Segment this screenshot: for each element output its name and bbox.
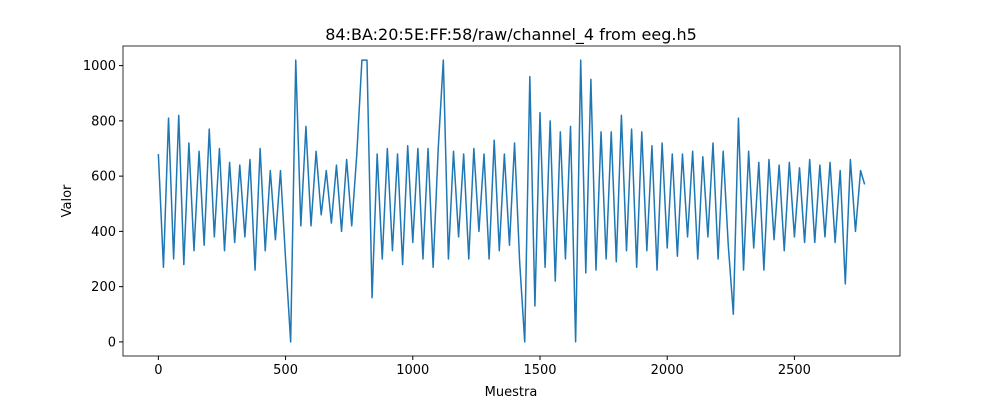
x-tick-label: 2500	[778, 363, 811, 378]
x-tick-label: 1500	[523, 363, 556, 378]
y-tick-label: 600	[91, 170, 116, 185]
plot-frame	[122, 45, 901, 357]
line-series	[157, 59, 866, 343]
y-tick-label: 1000	[83, 59, 116, 74]
y-tick-label: 200	[91, 280, 116, 295]
x-axis-label: Muestra	[485, 385, 538, 400]
y-tick-label: 400	[91, 225, 116, 240]
x-tick-label: 500	[273, 363, 298, 378]
y-axis-label: Valor	[60, 184, 75, 217]
y-tick-label: 800	[91, 114, 116, 129]
chart-title: 84:BA:20:5E:FF:58/raw/channel_4 from eeg…	[325, 25, 697, 45]
x-tick-label: 2000	[651, 363, 684, 378]
x-tick-label: 0	[154, 363, 162, 378]
x-tick-label: 1000	[396, 363, 429, 378]
y-tick-label: 0	[108, 335, 116, 350]
